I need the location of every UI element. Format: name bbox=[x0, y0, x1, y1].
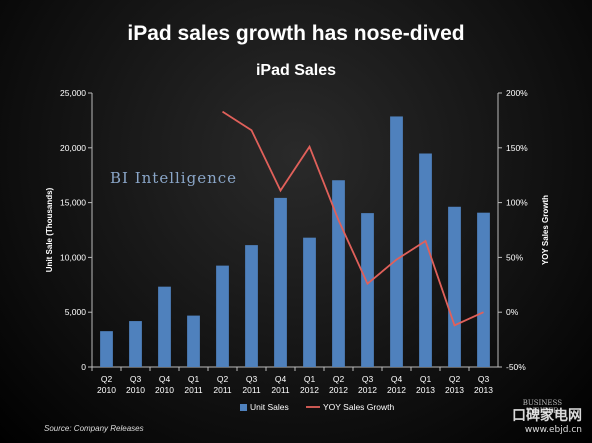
bar bbox=[477, 212, 490, 367]
right-tick-label: 150% bbox=[506, 143, 528, 153]
bar bbox=[100, 331, 113, 367]
left-tick-label: 5,000 bbox=[65, 307, 87, 317]
left-tick-label: 25,000 bbox=[60, 88, 86, 98]
bi-logo-line2: INSIDER bbox=[526, 407, 559, 415]
x-tick-label-quarter: Q2 bbox=[217, 374, 229, 384]
x-tick-label-quarter: Q3 bbox=[130, 374, 142, 384]
bar-series bbox=[100, 116, 490, 367]
bar bbox=[216, 265, 229, 367]
bar bbox=[303, 237, 316, 367]
x-tick-label-year: 2013 bbox=[416, 385, 435, 395]
x-tick-label-year: 2010 bbox=[97, 385, 116, 395]
line-series bbox=[222, 110, 484, 327]
x-tick-label-quarter: Q4 bbox=[275, 374, 287, 384]
x-tick-label-year: 2012 bbox=[329, 385, 348, 395]
x-tick-label-quarter: Q2 bbox=[333, 374, 345, 384]
x-tick-label-quarter: Q1 bbox=[304, 374, 316, 384]
x-tick-label-year: 2010 bbox=[126, 385, 145, 395]
x-tick-label-year: 2011 bbox=[184, 385, 203, 395]
x-tick-label-year: 2012 bbox=[300, 385, 319, 395]
x-tick-label-year: 2013 bbox=[445, 385, 464, 395]
x-tick-label-year: 2011 bbox=[242, 385, 261, 395]
bar bbox=[158, 286, 171, 367]
x-tick-label-quarter: Q3 bbox=[246, 374, 258, 384]
bar bbox=[187, 315, 200, 367]
left-tick-label: 0 bbox=[81, 362, 86, 372]
x-tick-label-quarter: Q4 bbox=[159, 374, 171, 384]
y-axis-label-left: Unit Sale (Thousands) bbox=[45, 187, 54, 272]
x-tick-label-quarter: Q4 bbox=[391, 374, 403, 384]
bar bbox=[274, 197, 287, 367]
watermark: BI Intelligence bbox=[110, 169, 237, 187]
x-tick-label-quarter: Q1 bbox=[188, 374, 200, 384]
x-tick-label-year: 2012 bbox=[387, 385, 406, 395]
right-tick-label: 200% bbox=[506, 88, 528, 98]
bar bbox=[419, 153, 432, 367]
x-tick-label-year: 2011 bbox=[213, 385, 232, 395]
x-tick-label-quarter: Q3 bbox=[362, 374, 374, 384]
right-tick-label: 50% bbox=[506, 252, 523, 262]
legend-label-yoy: YOY Sales Growth bbox=[323, 402, 394, 412]
right-tick-label: 0% bbox=[506, 307, 519, 317]
x-tick-label-year: 2011 bbox=[271, 385, 290, 395]
bar bbox=[129, 321, 142, 367]
legend-swatch-unit-sales bbox=[240, 404, 247, 411]
right-tick-label: -50% bbox=[506, 362, 526, 372]
axes: 0 5,000 10,000 15,000 20,000 25,000 -50% 0% 50% 1… bbox=[45, 88, 550, 395]
x-tick-label-quarter: Q2 bbox=[101, 374, 113, 384]
x-tick-label-year: 2010 bbox=[155, 385, 174, 395]
y-axis-label-right: YOY Sales Growth bbox=[541, 195, 550, 265]
bar bbox=[448, 206, 461, 367]
bar bbox=[361, 213, 374, 367]
chart-title: iPad Sales bbox=[255, 62, 337, 79]
source-note: Source: Company Releases bbox=[44, 424, 144, 433]
left-tick-label: 20,000 bbox=[60, 143, 86, 153]
yoy-growth-line bbox=[222, 110, 484, 327]
site-logo-main: 口碑家电网 bbox=[512, 408, 582, 424]
site-logo-sub: www.ebjd.cn bbox=[524, 425, 582, 435]
headline: iPad sales growth has nose-dived bbox=[127, 22, 465, 45]
x-tick-label-quarter: Q1 bbox=[420, 374, 432, 384]
legend: Unit Sales YOY Sales Growth bbox=[240, 402, 394, 412]
left-tick-label: 15,000 bbox=[60, 198, 86, 208]
bi-logo-line1: BUSINESS bbox=[522, 399, 562, 407]
site-logo: 口碑家电网 www.ebjd.cn bbox=[512, 405, 582, 435]
x-tick-label-quarter: Q2 bbox=[449, 374, 461, 384]
legend-label-unit-sales: Unit Sales bbox=[250, 402, 289, 412]
bar bbox=[245, 245, 258, 367]
left-tick-label: 10,000 bbox=[60, 252, 86, 262]
x-tick-label-year: 2012 bbox=[358, 385, 377, 395]
right-tick-label: 100% bbox=[506, 198, 528, 208]
business-insider-logo: BUSINESS INSIDER bbox=[523, 399, 562, 415]
bar bbox=[390, 116, 403, 367]
x-tick-label-year: 2013 bbox=[474, 385, 493, 395]
x-tick-label-quarter: Q3 bbox=[478, 374, 490, 384]
